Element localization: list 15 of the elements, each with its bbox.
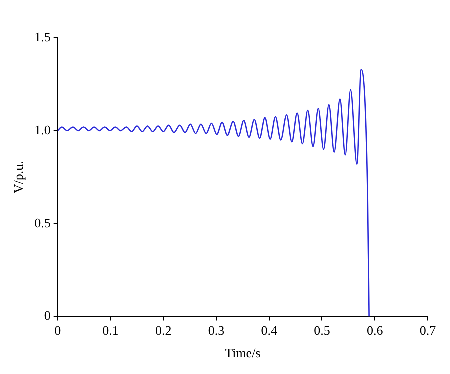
x-tick-label: 0.3 <box>208 323 225 338</box>
line-series <box>58 68 370 317</box>
x-tick-label: 0.7 <box>420 323 437 338</box>
x-tick-label: 0.6 <box>366 323 384 338</box>
x-axis-title: Time/s <box>225 346 261 361</box>
x-tick-label: 0.4 <box>261 323 278 338</box>
y-tick-label: 0 <box>44 308 51 324</box>
x-tick-label: 0.5 <box>314 323 330 338</box>
y-tick-label: 1.0 <box>34 122 51 138</box>
x-tick-label: 0.2 <box>155 323 172 338</box>
x-tick-label: 0.1 <box>102 323 119 338</box>
y-tick-label: 1.5 <box>34 29 51 44</box>
y-tick-label: 0.5 <box>34 215 51 230</box>
y-axis-title: V/p.u. <box>11 161 26 194</box>
x-tick-label: 0 <box>54 323 62 338</box>
